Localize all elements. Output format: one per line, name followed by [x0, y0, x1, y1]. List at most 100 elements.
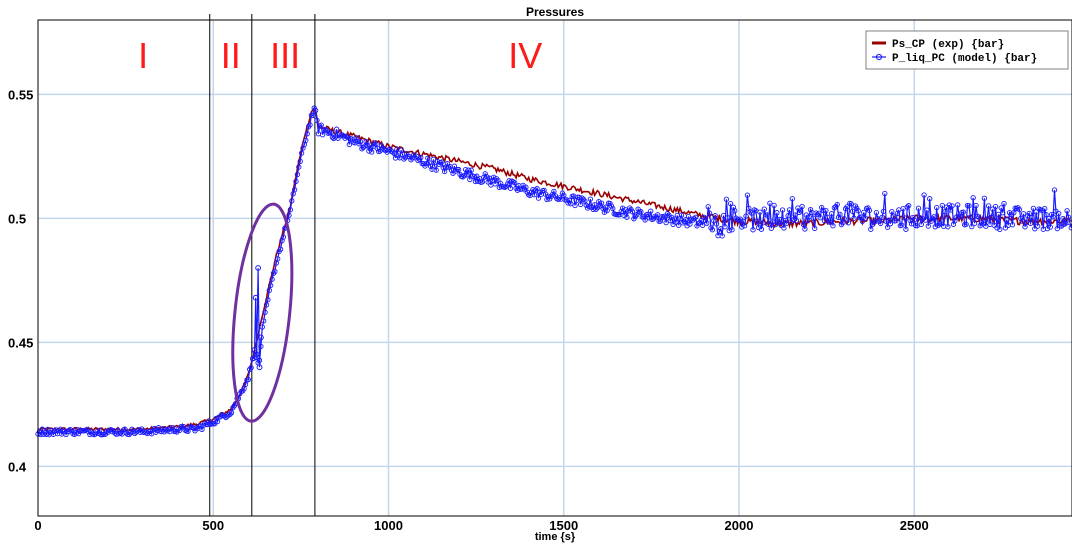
data-point	[423, 160, 430, 167]
data-point	[920, 216, 926, 222]
data-point	[259, 324, 265, 330]
data-point	[835, 214, 842, 221]
data-point	[115, 427, 121, 433]
data-point	[566, 197, 573, 204]
data-point	[391, 150, 397, 157]
data-point	[812, 225, 818, 232]
data-point	[507, 185, 514, 191]
data-point	[946, 202, 952, 208]
data-point	[921, 192, 927, 198]
data-point	[118, 430, 124, 436]
data-point	[841, 216, 847, 222]
data-point	[966, 203, 972, 209]
data-point	[227, 411, 233, 417]
data-point	[802, 226, 808, 232]
data-point	[932, 224, 938, 230]
data-point	[928, 218, 934, 224]
data-point	[228, 410, 235, 416]
data-point	[971, 220, 978, 226]
data-point	[245, 376, 251, 383]
data-point	[219, 411, 225, 418]
data-point	[362, 143, 368, 149]
data-point	[261, 318, 267, 324]
data-point	[533, 187, 539, 193]
data-point	[251, 355, 257, 361]
data-point	[713, 221, 720, 227]
data-point	[683, 216, 689, 223]
data-point	[390, 149, 396, 155]
data-point	[484, 174, 490, 180]
data-point	[998, 205, 1004, 211]
data-point	[699, 222, 706, 228]
data-point	[729, 227, 735, 233]
data-point	[880, 208, 887, 215]
x-tick-label: 2000	[725, 518, 754, 533]
data-point	[778, 222, 784, 228]
data-point	[318, 122, 324, 128]
data-point	[465, 167, 472, 173]
data-point	[757, 209, 763, 215]
data-point	[175, 426, 181, 433]
data-point	[94, 429, 100, 435]
data-point	[545, 193, 551, 199]
data-point	[132, 430, 138, 437]
data-point	[573, 197, 580, 204]
data-point	[256, 364, 263, 371]
data-point	[994, 225, 1000, 231]
data-point	[1061, 221, 1067, 227]
data-point	[577, 201, 584, 208]
data-point	[901, 215, 908, 221]
data-point	[813, 210, 819, 216]
data-point	[727, 200, 734, 207]
data-point	[925, 223, 931, 229]
data-point	[777, 216, 783, 223]
data-point	[723, 196, 730, 202]
data-point	[57, 426, 64, 432]
legend-entry-label: P_liq_PC (model) {bar}	[892, 53, 1037, 65]
data-point	[629, 209, 636, 215]
data-point	[1035, 223, 1041, 229]
data-point	[935, 222, 941, 229]
chart-title: Pressures	[526, 5, 584, 19]
data-point	[253, 354, 260, 361]
data-point	[291, 187, 298, 193]
data-point	[1068, 225, 1072, 231]
data-point	[744, 192, 751, 198]
data-point	[433, 167, 439, 173]
data-point	[297, 158, 303, 165]
data-point	[1018, 215, 1024, 222]
data-point	[782, 217, 788, 224]
data-point	[831, 205, 838, 211]
data-point	[648, 208, 654, 214]
data-point	[883, 218, 889, 224]
data-point	[1030, 205, 1037, 212]
data-point	[915, 205, 922, 211]
data-point	[505, 181, 511, 187]
data-point	[882, 190, 888, 197]
data-point	[642, 217, 648, 223]
data-point	[223, 414, 229, 421]
data-point	[1064, 208, 1070, 214]
data-point	[563, 197, 570, 203]
data-point	[765, 221, 772, 228]
data-point	[690, 217, 696, 223]
data-point	[899, 222, 905, 228]
data-point	[1009, 222, 1016, 228]
data-point	[63, 431, 69, 438]
data-point	[859, 218, 866, 224]
data-point	[716, 228, 723, 235]
data-point	[692, 214, 699, 220]
data-point	[572, 202, 578, 209]
y-tick-label: 0.4	[8, 459, 27, 474]
data-point	[252, 294, 259, 301]
data-point	[922, 217, 929, 223]
data-point	[701, 214, 707, 221]
data-point	[779, 207, 786, 213]
data-point	[568, 201, 574, 207]
data-point	[1027, 220, 1034, 226]
data-point	[255, 265, 262, 271]
data-point	[136, 426, 142, 433]
data-point	[706, 210, 713, 216]
